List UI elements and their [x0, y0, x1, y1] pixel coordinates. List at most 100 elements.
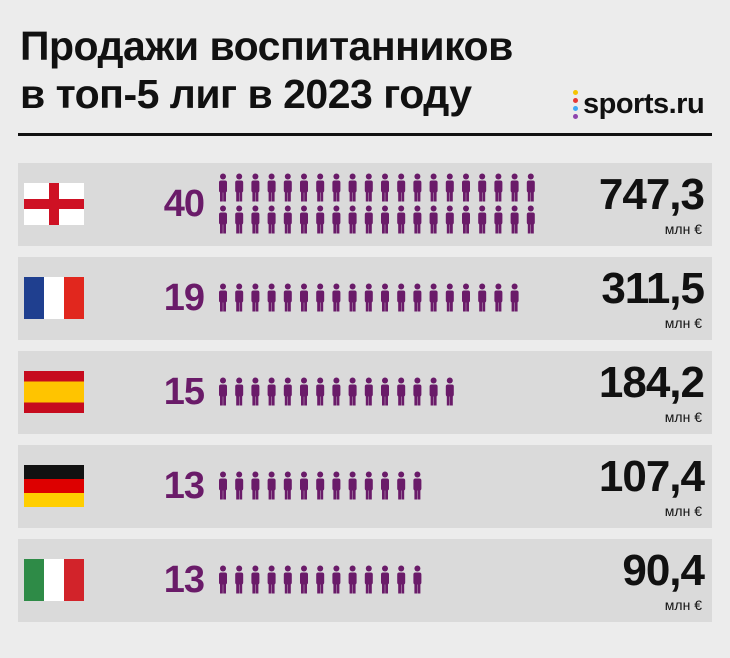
england-flag-icon: [24, 183, 84, 225]
people-icons: [214, 445, 564, 528]
sports-ru-logo: sports.ru: [573, 84, 705, 124]
value-unit: млн €: [664, 315, 702, 331]
person-icon: [510, 173, 519, 202]
person-icon: [219, 283, 227, 312]
person-icon: [348, 205, 357, 234]
person-icon: [316, 283, 325, 312]
person-icon: [413, 377, 422, 406]
logo-dot-blue: [573, 105, 578, 111]
person-icon: [251, 283, 260, 312]
person-icon: [397, 565, 406, 594]
person-icon: [219, 377, 227, 406]
person-icon: [478, 173, 487, 202]
people-icons: [214, 539, 564, 622]
person-icon: [364, 377, 373, 406]
person-icon: [397, 283, 406, 312]
person-icon: [364, 565, 373, 594]
person-icon: [445, 173, 454, 202]
person-icon: [267, 377, 276, 406]
chart-rows: 40 747,3 млн € 19 311,5 млн € 15 184,2 м…: [18, 163, 712, 633]
person-icon: [283, 377, 292, 406]
player-count: 13: [163, 465, 205, 507]
person-icon: [413, 565, 422, 594]
person-icon: [251, 377, 260, 406]
germany-flag-icon: [24, 465, 84, 507]
sales-value: 747,3: [598, 170, 705, 219]
person-icon: [445, 205, 454, 234]
people-icons: [214, 351, 564, 434]
sales-value: 90,4: [622, 546, 705, 595]
person-icon: [364, 471, 373, 500]
person-icon: [526, 173, 535, 202]
sales-value: 184,2: [598, 358, 705, 407]
row-italy: 13 90,4 млн €: [18, 539, 712, 622]
person-icon: [283, 205, 292, 234]
person-icon: [413, 173, 422, 202]
person-icon: [429, 205, 438, 234]
person-icon: [381, 377, 389, 406]
row-germany: 13 107,4 млн €: [18, 445, 712, 528]
player-count: 13: [163, 559, 205, 601]
person-icon: [348, 565, 357, 594]
row-england: 40 747,3 млн €: [18, 163, 712, 246]
person-icon: [332, 471, 341, 500]
person-icon: [478, 283, 487, 312]
person-icon: [235, 565, 244, 594]
person-icon: [251, 565, 260, 594]
player-count: 40: [163, 183, 205, 225]
person-icon: [381, 173, 389, 202]
person-icon: [445, 283, 454, 312]
person-icon: [219, 173, 227, 202]
logo-dot-yellow: [573, 89, 578, 95]
person-icon: [300, 283, 308, 312]
spain-flag-icon: [24, 371, 84, 413]
person-icon: [381, 565, 389, 594]
row-spain: 15 184,2 млн €: [18, 351, 712, 434]
person-icon: [316, 205, 325, 234]
sales-value: 311,5: [601, 264, 705, 313]
person-icon: [332, 173, 341, 202]
person-icon: [267, 471, 276, 500]
person-icon: [462, 283, 470, 312]
person-icon: [364, 283, 373, 312]
france-flag-icon: [24, 277, 84, 319]
person-icon: [364, 173, 373, 202]
person-icon: [251, 471, 260, 500]
person-icon: [510, 205, 519, 234]
person-icon: [300, 377, 308, 406]
person-icon: [300, 565, 308, 594]
person-icon: [348, 471, 357, 500]
italy-flag-icon: [24, 559, 84, 601]
person-icon: [283, 173, 292, 202]
person-icon: [364, 205, 373, 234]
person-icon: [397, 205, 406, 234]
person-icon: [445, 377, 454, 406]
person-icon: [348, 377, 357, 406]
person-icon: [316, 471, 325, 500]
logo-dot-red: [573, 97, 578, 103]
person-icon: [219, 205, 227, 234]
person-icon: [251, 205, 260, 234]
person-icon: [413, 471, 422, 500]
person-icon: [332, 283, 341, 312]
person-icon: [478, 205, 487, 234]
person-icon: [348, 173, 357, 202]
person-icon: [267, 205, 276, 234]
person-icon: [413, 205, 422, 234]
person-icon: [510, 283, 519, 312]
person-icon: [283, 283, 292, 312]
person-icon: [219, 471, 227, 500]
person-icon: [235, 471, 244, 500]
person-icon: [235, 283, 244, 312]
person-icon: [413, 283, 422, 312]
person-icon: [316, 377, 325, 406]
people-icons: [214, 163, 564, 246]
row-france: 19 311,5 млн €: [18, 257, 712, 340]
person-icon: [267, 565, 276, 594]
person-icon: [381, 283, 389, 312]
chart-title: Продажи воспитанников в топ-5 лиг в 2023…: [20, 22, 580, 118]
person-icon: [235, 377, 244, 406]
value-unit: млн €: [664, 503, 702, 519]
person-icon: [462, 173, 470, 202]
person-icon: [235, 173, 244, 202]
